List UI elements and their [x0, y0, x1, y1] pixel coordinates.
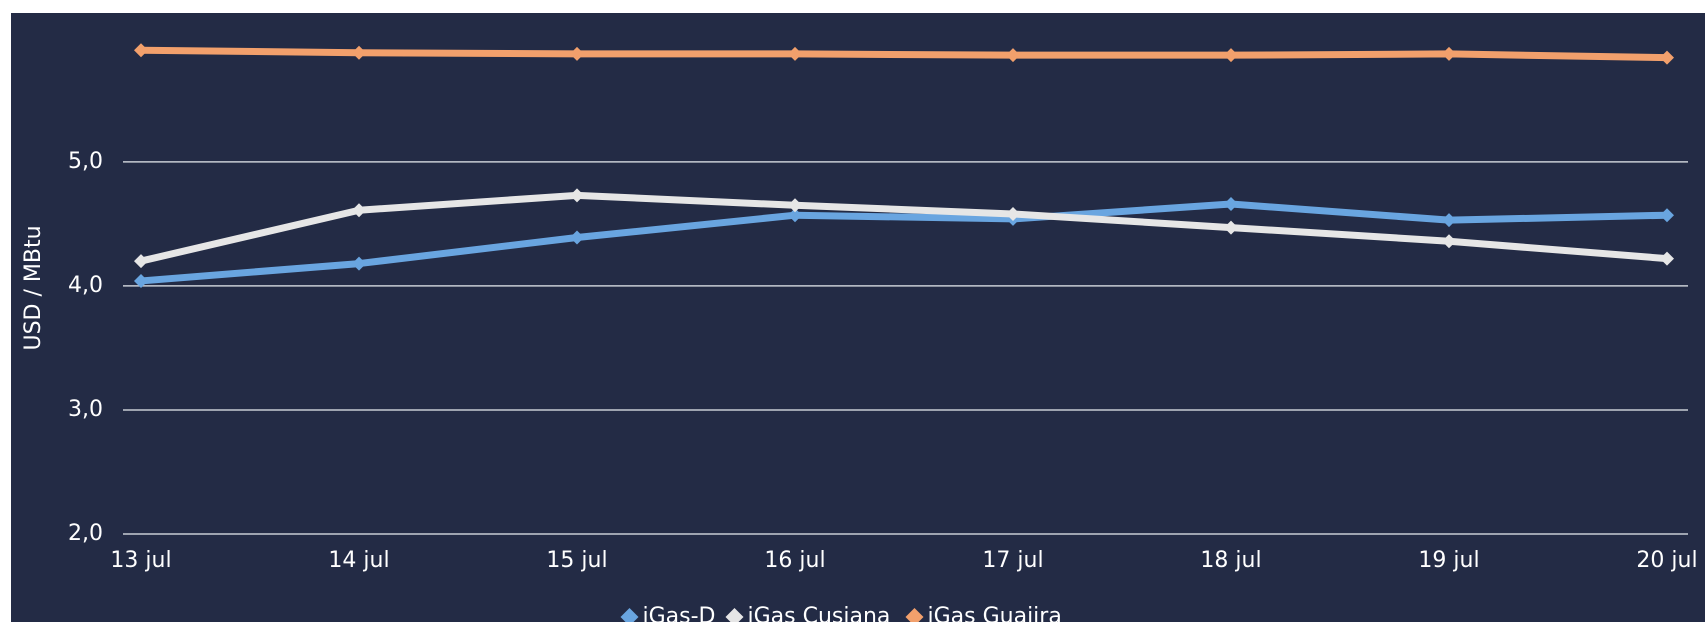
legend-marker	[725, 608, 744, 622]
point	[1660, 251, 1674, 266]
x-tick-label: 16 jul	[764, 548, 825, 573]
point	[352, 256, 366, 271]
point	[788, 208, 802, 223]
point	[1224, 220, 1238, 235]
series-line	[140, 46, 1668, 62]
y-tick-label: 5,0	[68, 149, 103, 174]
point	[1442, 234, 1456, 249]
point	[1224, 197, 1238, 212]
point	[1006, 206, 1020, 221]
y-axis-label: USD / MBtu	[21, 225, 46, 350]
point	[1442, 213, 1456, 228]
point	[570, 230, 584, 245]
x-tick-label: 14 jul	[328, 548, 389, 573]
point	[352, 203, 366, 218]
point	[134, 43, 148, 58]
y-tick-label: 2,0	[68, 521, 103, 546]
legend-label: iGas-D	[643, 604, 716, 622]
point	[788, 198, 802, 213]
series-line	[140, 191, 1668, 265]
point	[352, 45, 366, 60]
legend-marker	[905, 608, 924, 622]
point	[1660, 50, 1674, 65]
point	[134, 273, 148, 288]
legend-label: iGas Cusiana	[748, 604, 891, 622]
point	[1660, 208, 1674, 223]
point	[570, 46, 584, 61]
legend-label: iGas Guajira	[928, 604, 1062, 622]
x-tick-label: 18 jul	[1200, 548, 1261, 573]
point	[1442, 46, 1456, 61]
point	[1224, 48, 1238, 63]
x-tick-label: 17 jul	[982, 548, 1043, 573]
x-tick-label: 19 jul	[1418, 548, 1479, 573]
x-tick-label: 15 jul	[546, 548, 607, 573]
legend-marker	[620, 608, 639, 622]
background	[11, 13, 1705, 622]
point	[570, 188, 584, 203]
y-tick-label: 3,0	[68, 397, 103, 422]
series-line	[140, 200, 1668, 285]
point	[134, 254, 148, 269]
x-tick-label: 13 jul	[110, 548, 171, 573]
point	[788, 46, 802, 61]
x-tick-label: 20 jul	[1636, 548, 1697, 573]
point	[1006, 48, 1020, 63]
y-tick-label: 4,0	[68, 273, 103, 298]
